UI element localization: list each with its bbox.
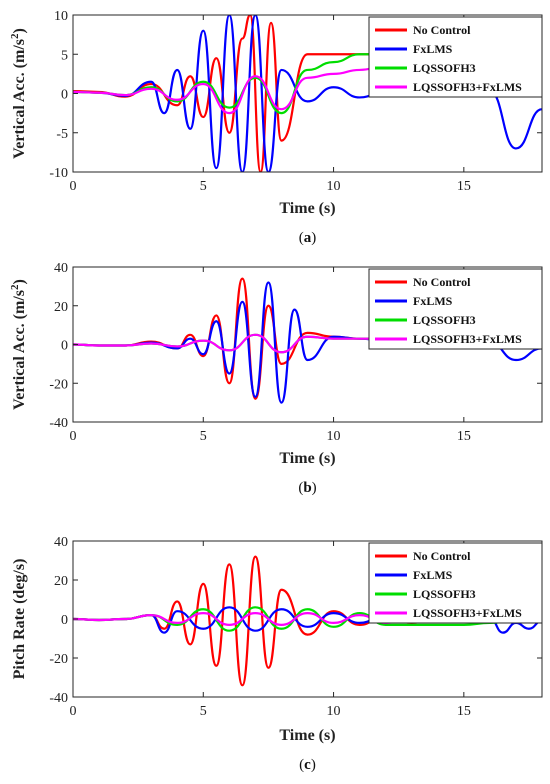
y-tick-label: 5 xyxy=(61,48,68,63)
legend-label-1: No Control xyxy=(413,549,471,563)
legend-label-3: LQSSOFH3 xyxy=(413,61,476,75)
y-tick-label: -5 xyxy=(56,127,68,142)
x-tick-label: 15 xyxy=(457,704,471,719)
y-tick-label: -20 xyxy=(49,652,68,667)
x-axis-label: Time (s) xyxy=(279,727,335,744)
x-tick-label: 15 xyxy=(457,179,471,194)
y-tick-label: -40 xyxy=(49,416,68,431)
legend-label-2: FxLMS xyxy=(413,294,453,308)
chart-panel-a: 0 5 10 15 -10 -5 0 5 10 Time (s) Vertical Acc. (m/… xyxy=(9,9,543,246)
legend-label-3: LQSSOFH3 xyxy=(413,313,476,327)
y-tick-label: 0 xyxy=(61,339,68,354)
y-tick-label: 40 xyxy=(54,261,68,276)
x-axis-label: Time (s) xyxy=(279,450,335,467)
y-tick-label: -40 xyxy=(49,691,68,706)
y-tick-label: 40 xyxy=(54,535,68,550)
legend-label-2: FxLMS xyxy=(413,42,453,56)
y-tick-label: -10 xyxy=(49,166,68,181)
y-axis-label: Vertical Acc. (m/s2) xyxy=(9,279,28,410)
legend-label-1: No Control xyxy=(413,275,471,289)
x-tick-label: 10 xyxy=(327,179,341,194)
y-tick-label: 10 xyxy=(54,9,68,24)
legend-label-4: LQSSOFH3+FxLMS xyxy=(413,80,522,94)
x-tick-label: 0 xyxy=(70,704,77,719)
x-axis-label: Time (s) xyxy=(279,200,335,217)
y-tick-label: -20 xyxy=(49,377,68,392)
y-axis-label: Pitch Rate (deg/s) xyxy=(11,559,28,680)
y-tick-label: 0 xyxy=(61,613,68,628)
legend-label-4: LQSSOFH3+FxLMS xyxy=(413,606,522,620)
chart-panel-c: 0 5 10 15 -40 -20 0 20 40 Time (s) Pitch Rate (deg… xyxy=(11,535,543,773)
x-tick-label: 5 xyxy=(200,704,207,719)
x-tick-label: 0 xyxy=(70,179,77,194)
legend-label-3: LQSSOFH3 xyxy=(413,587,476,601)
legend-label-2: FxLMS xyxy=(413,568,453,582)
legend-label-4: LQSSOFH3+FxLMS xyxy=(413,332,522,346)
y-axis-label: Vertical Acc. (m/s2) xyxy=(9,28,28,159)
panel-caption: (b) xyxy=(298,480,316,496)
x-tick-label: 0 xyxy=(70,429,77,444)
x-tick-label: 10 xyxy=(327,704,341,719)
panel-caption: (c) xyxy=(299,757,316,773)
y-tick-label: 0 xyxy=(61,88,68,103)
chart-panel-b: 0 5 10 15 -40 -20 0 20 40 Time (s) Vertical Acc. (… xyxy=(9,261,543,496)
x-tick-label: 15 xyxy=(457,429,471,444)
y-tick-label: 20 xyxy=(54,574,68,589)
panel-caption: (a) xyxy=(299,230,317,246)
series-line-2 xyxy=(73,606,542,634)
legend-label-1: No Control xyxy=(413,23,471,37)
x-tick-label: 5 xyxy=(200,179,207,194)
x-tick-label: 5 xyxy=(200,429,207,444)
x-tick-label: 10 xyxy=(327,429,341,444)
y-tick-label: 20 xyxy=(54,300,68,315)
